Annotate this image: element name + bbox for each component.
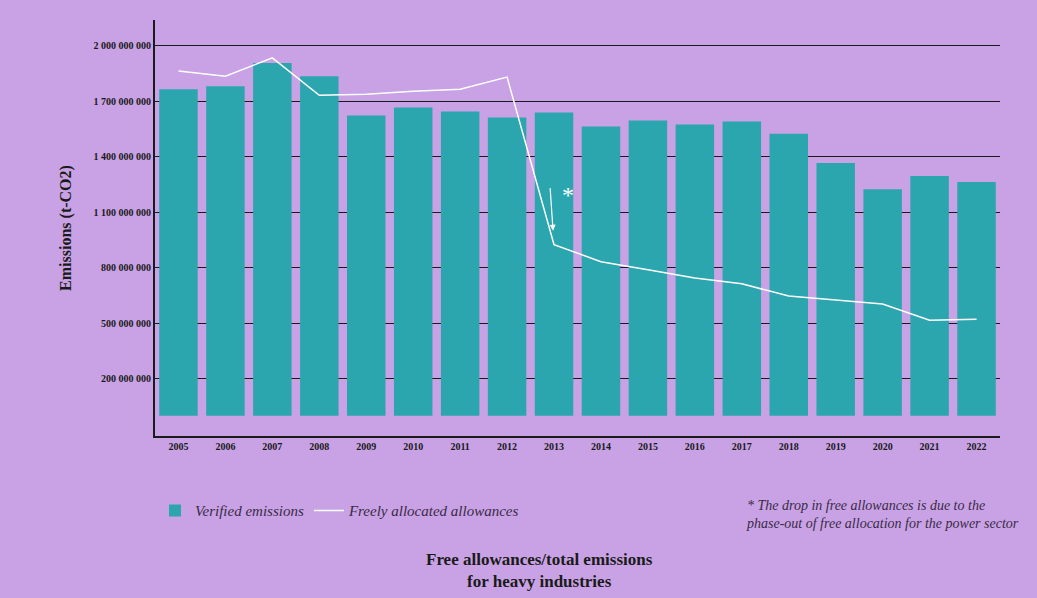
svg-text:2012: 2012 (497, 441, 517, 452)
svg-text:2015: 2015 (638, 441, 658, 452)
svg-text:800 000 000: 800 000 000 (101, 262, 151, 273)
svg-text:*: * (562, 182, 574, 208)
svg-text:2 000 000 000: 2 000 000 000 (94, 40, 152, 51)
svg-text:1 100 000 000: 1 100 000 000 (94, 207, 152, 218)
svg-text:1 700 000 000: 1 700 000 000 (94, 96, 152, 107)
svg-text:2022: 2022 (967, 441, 987, 452)
svg-text:2011: 2011 (450, 441, 469, 452)
svg-text:2005: 2005 (168, 441, 188, 452)
svg-text:2014: 2014 (591, 441, 611, 452)
svg-text:Emissions (t-CO2): Emissions (t-CO2) (57, 165, 75, 291)
svg-text:* The drop in free allowances: * The drop in free allowances is due to … (746, 498, 1019, 531)
svg-text:2018: 2018 (779, 441, 799, 452)
svg-text:Freely allocated allowances: Freely allocated allowances (348, 503, 519, 519)
svg-text:2013: 2013 (544, 441, 564, 452)
svg-text:2009: 2009 (356, 441, 376, 452)
svg-text:2006: 2006 (215, 441, 235, 452)
svg-text:2021: 2021 (920, 441, 940, 452)
svg-text:2019: 2019 (826, 441, 846, 452)
svg-text:200 000 000: 200 000 000 (101, 373, 151, 384)
svg-text:Verified emissions: Verified emissions (195, 503, 304, 519)
svg-text:Free allowances/total emission: Free allowances/total emissionsfor heavy… (426, 550, 653, 591)
svg-text:1 400 000 000: 1 400 000 000 (94, 151, 152, 162)
svg-text:2020: 2020 (873, 441, 893, 452)
svg-text:500 000 000: 500 000 000 (101, 318, 151, 329)
svg-text:2008: 2008 (309, 441, 329, 452)
svg-text:2007: 2007 (262, 441, 282, 452)
svg-text:2017: 2017 (732, 441, 752, 452)
svg-text:2010: 2010 (403, 441, 423, 452)
svg-text:2016: 2016 (685, 441, 705, 452)
